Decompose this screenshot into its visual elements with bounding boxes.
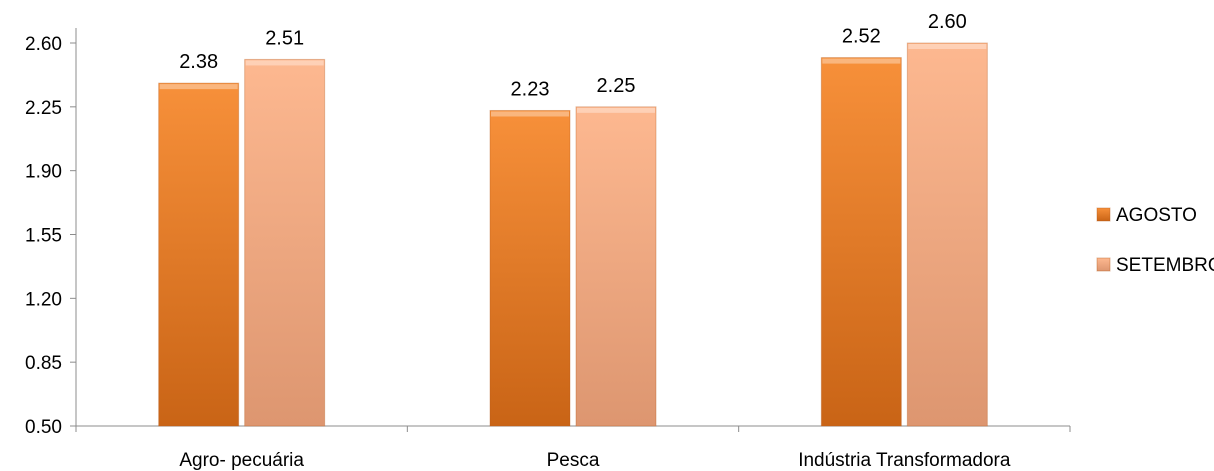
y-tick-label: 2.25 xyxy=(25,98,62,119)
data-label: 2.51 xyxy=(265,27,304,49)
bar-setembro xyxy=(244,58,326,427)
y-tick-label: 1.20 xyxy=(25,289,62,310)
bar-highlight xyxy=(577,107,655,113)
data-label: 2.52 xyxy=(842,26,881,48)
bars xyxy=(158,42,988,427)
legend-swatch-setembro xyxy=(1096,257,1111,272)
y-tick-label: 0.85 xyxy=(25,353,62,374)
data-label: 2.23 xyxy=(511,78,550,100)
data-label: 2.38 xyxy=(179,51,218,73)
y-axis-ticks: 0.50 0.85 1.20 1.55 1.90 2.25 2.60 xyxy=(25,34,76,438)
y-tick-label: 1.90 xyxy=(25,162,62,183)
legend-label: SETEMBRO xyxy=(1116,255,1214,276)
bar-highlight xyxy=(908,44,987,49)
data-labels: 2.38 2.51 2.23 2.25 2.52 2.60 xyxy=(179,11,967,100)
bar-highlight xyxy=(245,60,324,66)
category-label: Pesca xyxy=(547,450,600,471)
bar-highlight xyxy=(822,58,901,64)
legend: AGOSTO SETEMBRO xyxy=(1096,205,1214,276)
category-label: Agro- pecuária xyxy=(179,450,304,471)
category-label: Indústria Transformadora xyxy=(798,450,1011,471)
bar-agosto xyxy=(489,109,571,427)
bar-highlight xyxy=(491,111,569,117)
data-label: 2.25 xyxy=(597,75,636,97)
bar-agosto xyxy=(820,57,902,427)
y-tick-label: 1.55 xyxy=(25,226,62,247)
legend-label: AGOSTO xyxy=(1116,205,1197,226)
y-tick-label: 2.60 xyxy=(25,34,62,55)
bar-setembro xyxy=(906,42,988,427)
legend-swatch-agosto xyxy=(1096,207,1111,222)
bar-setembro xyxy=(575,106,657,427)
category-labels: Agro- pecuária Pesca Indústria Transformad… xyxy=(75,426,1071,471)
bar-highlight xyxy=(159,84,238,90)
y-tick-label: 0.50 xyxy=(25,417,62,438)
bar-agosto xyxy=(158,82,240,427)
data-label: 2.60 xyxy=(928,11,967,33)
